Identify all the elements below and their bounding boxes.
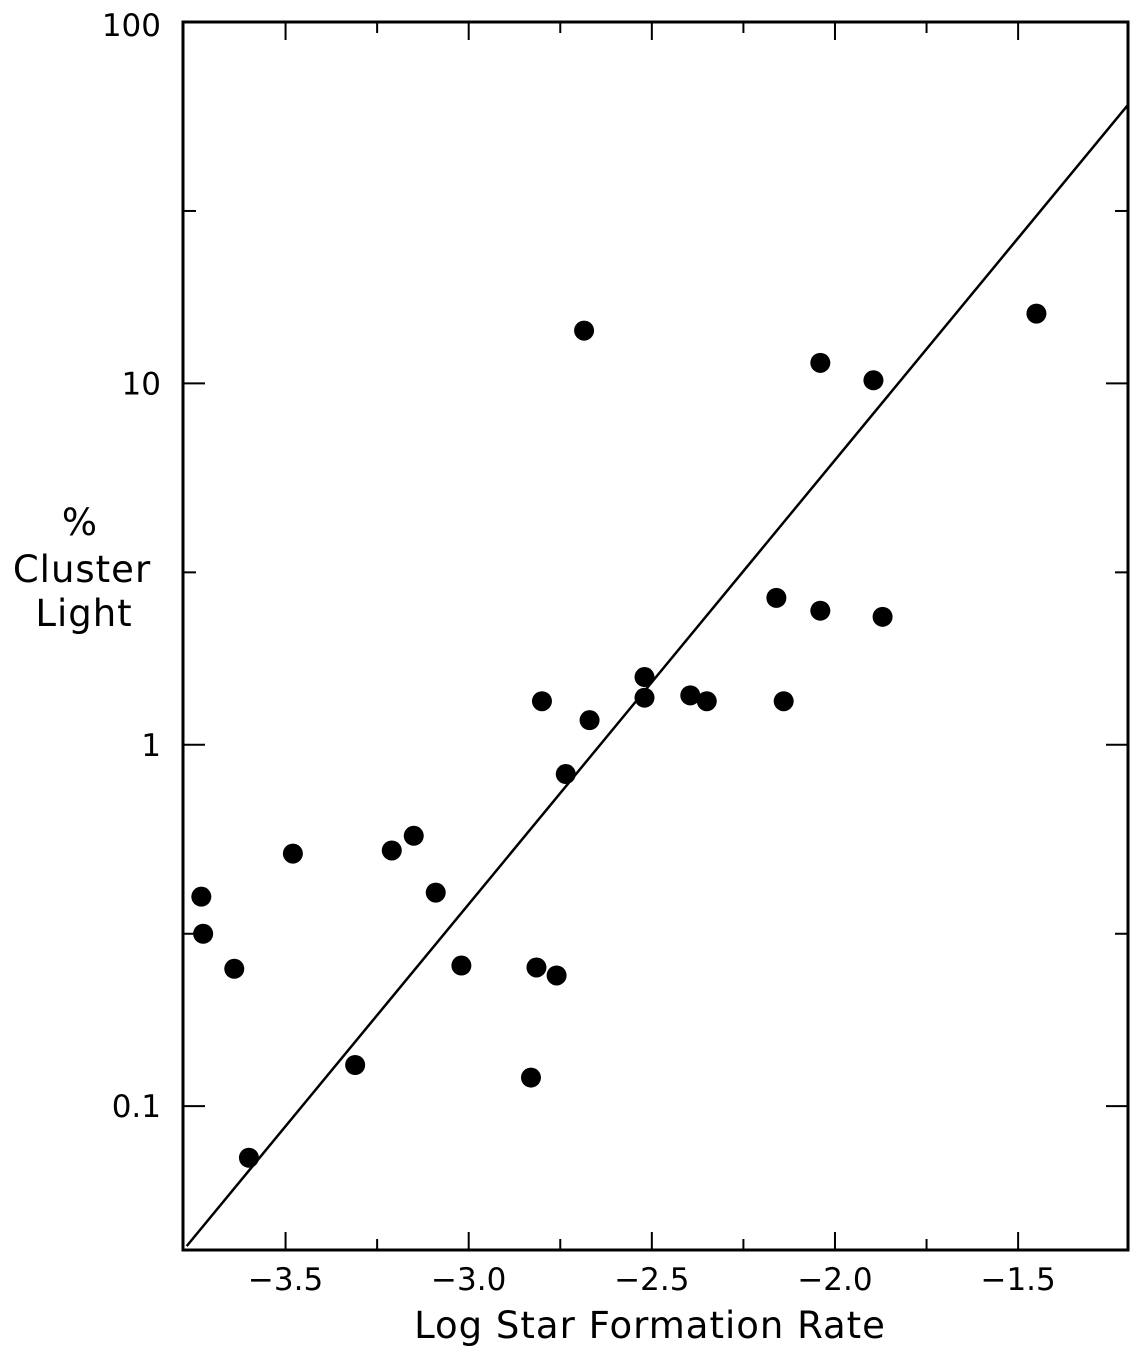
y-axis-title-line-3: Light (35, 592, 132, 635)
data-point (579, 710, 600, 731)
data-point (634, 687, 655, 708)
data-point (634, 667, 655, 688)
data-point (451, 955, 472, 976)
data-point (425, 882, 446, 903)
y-axis-title-line-2: Cluster (13, 548, 151, 591)
data-point (403, 825, 424, 846)
data-point (863, 370, 884, 391)
y-tick-label: 10 (122, 366, 161, 402)
data-point (1026, 303, 1047, 324)
tick-labels: −3.5 −3.0 −2.5 −2.0 −1.5 0.1 1 10 100 (102, 8, 1056, 1298)
x-tick-label: −3.0 (431, 1262, 506, 1298)
data-point (766, 587, 787, 608)
axis-ticks (183, 21, 1128, 1250)
plot-frame (181, 20, 1130, 1252)
axis-titles: Log Star Formation Rate % Cluster Light (13, 501, 886, 1347)
data-point (381, 840, 402, 861)
data-point (773, 691, 794, 712)
data-point (520, 1067, 541, 1088)
data-point (531, 691, 552, 712)
data-point (282, 843, 303, 864)
y-tick-label: 0.1 (112, 1089, 161, 1125)
data-point (526, 957, 547, 978)
data-point (193, 923, 214, 944)
fit-line-layer (185, 104, 1129, 1247)
data-point (224, 958, 245, 979)
fit-line (185, 104, 1129, 1247)
data-point (191, 886, 212, 907)
x-tick-label: −1.5 (980, 1262, 1055, 1298)
data-point (345, 1055, 366, 1076)
x-tick-label: −2.0 (797, 1262, 872, 1298)
data-point (872, 606, 893, 627)
data-point (238, 1147, 259, 1168)
y-tick-label: 100 (102, 8, 161, 44)
x-tick-label: −2.5 (614, 1262, 689, 1298)
data-point (696, 691, 717, 712)
data-point (546, 965, 567, 986)
y-axis-title-line-1: % (62, 501, 98, 544)
plot-border (181, 20, 1130, 1252)
data-point (555, 764, 576, 785)
data-point (680, 685, 701, 706)
x-tick-label: −3.5 (248, 1262, 323, 1298)
data-point (810, 352, 831, 373)
x-axis-title: Log Star Formation Rate (414, 1304, 886, 1347)
data-point (574, 320, 595, 341)
y-tick-label: 1 (141, 728, 161, 764)
data-points (191, 303, 1047, 1168)
data-point (810, 600, 831, 621)
